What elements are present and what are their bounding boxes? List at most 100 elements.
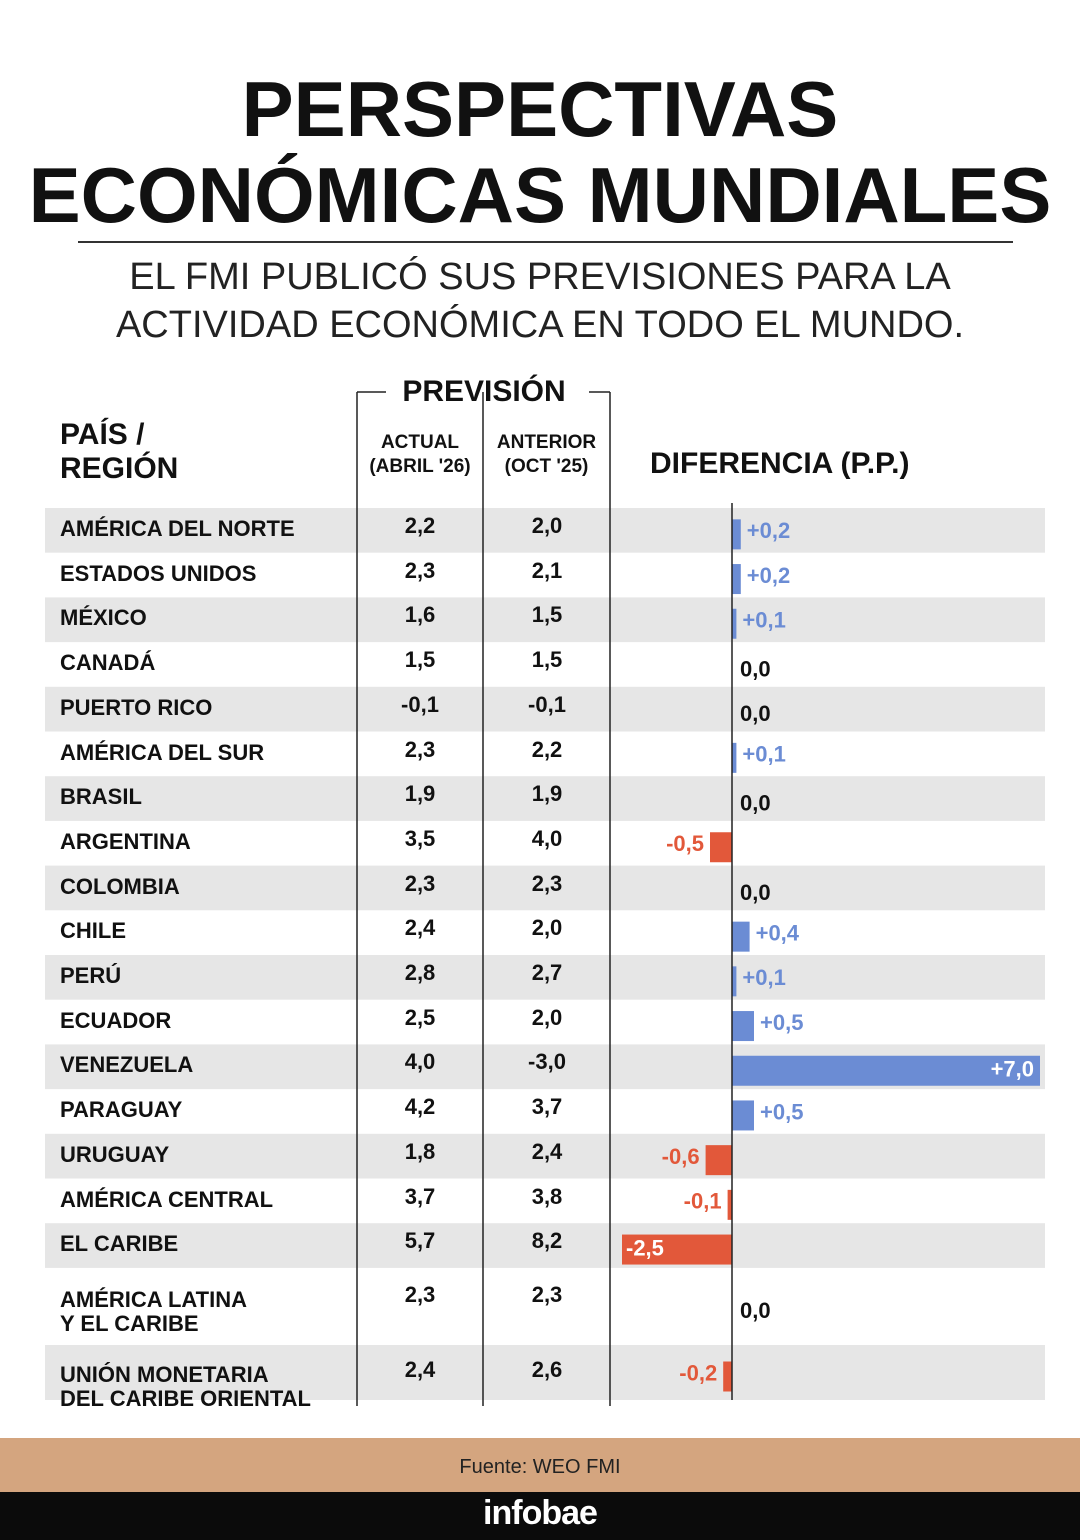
row-label: ESTADOS UNIDOS: [60, 560, 257, 586]
cell-actual: 2,3: [404, 870, 436, 896]
cell-actual: 2,8: [404, 960, 436, 985]
cell-actual: 1,6: [404, 602, 436, 628]
row-label: URUGUAY: [60, 1141, 170, 1167]
bar: [732, 564, 741, 595]
value-label: 0,0: [740, 701, 771, 726]
cell-actual: 2,4: [404, 1357, 436, 1382]
value-label: -0,1: [684, 1189, 722, 1214]
row-label: AMÉRICA DEL SUR: [60, 739, 265, 765]
cell-actual: 3,5: [404, 825, 436, 851]
cell-anterior: 2,2: [531, 736, 563, 762]
cell-actual: 3,7: [404, 1183, 436, 1209]
bar: [723, 1361, 732, 1392]
value-label: +0,1: [742, 608, 785, 633]
row-label: CHILE: [60, 918, 126, 944]
row-band: [45, 776, 1045, 821]
subtitle: EL FMI PUBLICÓ SUS PREVISIONES PARA LA: [129, 256, 951, 298]
cell-anterior: 8,2: [531, 1228, 563, 1254]
cell-anterior: 2,0: [531, 915, 563, 941]
value-label: +0,1: [742, 965, 785, 990]
value-label: +7,0: [991, 1057, 1034, 1082]
cell-anterior: -0,1: [528, 691, 566, 717]
row-label: AMÉRICA CENTRAL: [60, 1186, 274, 1212]
group-header: PREVISIÓN: [402, 375, 566, 408]
value-label: 0,0: [740, 790, 771, 815]
cell-anterior: 2,1: [531, 557, 563, 583]
row-label: PARAGUAY: [60, 1097, 183, 1123]
value-label: -0,2: [679, 1360, 717, 1385]
bar: [732, 1100, 754, 1131]
chart-title: DIFERENCIA (P.P.): [650, 447, 910, 480]
bar: [732, 608, 737, 639]
cell-actual: 2,3: [404, 1282, 436, 1307]
cell-actual: 1,9: [404, 781, 436, 807]
row-label: PUERTO RICO: [60, 694, 213, 720]
bar: [705, 1145, 732, 1176]
row-label: VENEZUELA: [60, 1052, 194, 1078]
cell-actual: 2,4: [404, 915, 436, 941]
cell-anterior: 2,3: [531, 870, 563, 896]
cell-actual: 1,8: [404, 1138, 436, 1164]
value-label: +0,1: [742, 742, 785, 767]
cell-anterior: 3,7: [531, 1094, 563, 1120]
bar: [732, 519, 741, 550]
cell-actual: 4,2: [404, 1094, 436, 1120]
bar: [622, 1234, 732, 1265]
cell-actual: 2,3: [404, 736, 436, 762]
cell-anterior: 1,5: [531, 647, 563, 673]
title: PERSPECTIVAS: [241, 65, 839, 153]
source: Fuente: WEO FMI: [459, 1456, 621, 1478]
title: ECONÓMICAS MUNDIALES: [28, 151, 1052, 239]
bar: [732, 742, 737, 773]
cell-anterior: 2,6: [531, 1357, 563, 1382]
cell-anterior: 2,3: [531, 1282, 563, 1307]
value-label: 0,0: [740, 880, 771, 905]
divider: [78, 241, 1013, 243]
cell-actual: 4,0: [404, 1049, 436, 1075]
footer-band: [0, 1438, 1080, 1492]
row-label: MÉXICO: [60, 605, 147, 631]
brand: infobae: [483, 1494, 598, 1532]
column-header: ACTUAL (ABRIL '26): [369, 432, 471, 477]
value-label: 0,0: [740, 1298, 771, 1323]
cell-anterior: -3,0: [528, 1049, 566, 1075]
cell-anterior: 2,0: [531, 1004, 563, 1030]
cell-anterior: 2,0: [531, 513, 563, 538]
cell-actual: 2,5: [404, 1004, 436, 1030]
row-label: COLOMBIA: [60, 873, 180, 899]
bar: [710, 832, 732, 863]
bar: [732, 921, 750, 952]
bar: [732, 1055, 1040, 1086]
cell-actual: 1,5: [404, 647, 436, 673]
value-label: +0,5: [760, 1099, 803, 1124]
value-label: +0,2: [747, 563, 790, 588]
value-label: -0,6: [662, 1144, 700, 1169]
row-label: AMÉRICA LATINA Y EL CARIBE: [60, 1287, 247, 1336]
cell-actual: -0,1: [401, 691, 439, 717]
row-band: [45, 1133, 1045, 1179]
row-band: [45, 865, 1045, 911]
value-label: +0,4: [756, 920, 800, 945]
value-label: +0,2: [747, 518, 790, 543]
value-label: 0,0: [740, 656, 771, 681]
cell-anterior: 1,5: [531, 602, 563, 628]
bar: [732, 1011, 754, 1042]
cell-actual: 2,2: [404, 513, 436, 538]
row-band: [45, 955, 1045, 1000]
row-band: [45, 508, 1045, 553]
value-label: +0,5: [760, 1010, 803, 1035]
row-band: [45, 1345, 1045, 1400]
value-label: -0,5: [666, 831, 704, 856]
bar: [732, 966, 737, 997]
cell-actual: 5,7: [404, 1228, 436, 1254]
row-label: EL CARIBE: [60, 1231, 179, 1257]
row-band: [45, 1223, 1045, 1268]
cell-actual: 2,3: [404, 557, 436, 583]
row-label: ARGENTINA: [60, 828, 191, 854]
subtitle: ACTIVIDAD ECONÓMICA EN TODO EL MUNDO.: [115, 304, 965, 346]
row-label: AMÉRICA DEL NORTE: [60, 516, 295, 541]
value-label: -2,5: [626, 1235, 664, 1260]
row-label: BRASIL: [60, 784, 142, 810]
